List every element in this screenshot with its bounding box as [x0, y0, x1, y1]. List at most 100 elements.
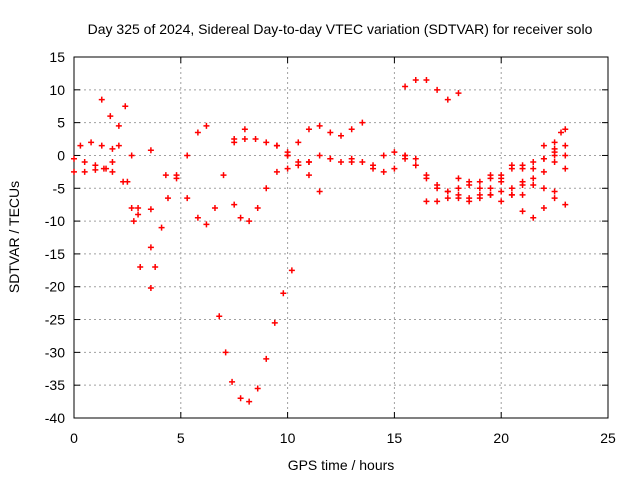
data-point	[498, 178, 505, 185]
data-point	[359, 119, 366, 126]
series-arc-g	[152, 122, 210, 271]
data-point	[130, 218, 137, 225]
data-point	[254, 204, 261, 211]
data-point	[109, 145, 116, 152]
y-tick-label: -25	[45, 312, 65, 328]
data-point	[220, 172, 227, 179]
data-point	[530, 165, 537, 172]
data-point	[466, 198, 473, 205]
y-tick-label: -10	[45, 213, 65, 229]
y-tick-label: 10	[49, 82, 65, 98]
series-arc-a	[71, 155, 116, 175]
data-point	[109, 168, 116, 175]
data-point	[327, 155, 334, 162]
data-point	[229, 378, 236, 385]
data-point	[444, 96, 451, 103]
axis-tick-labels: 0 5 10 15 20 25 -40 -35 -30 -25 -20 -15 -10 -5 0 5 10 15	[45, 49, 616, 446]
data-point	[77, 142, 84, 149]
data-point	[519, 178, 526, 185]
data-point	[519, 191, 526, 198]
series-arc-r	[455, 142, 569, 205]
chart-title: Day 325 of 2024, Sidereal Day-to-day VTE…	[88, 21, 593, 37]
series-arc-d	[98, 96, 144, 271]
data-point	[246, 218, 253, 225]
series-arc-h	[162, 126, 248, 228]
data-point	[288, 267, 295, 274]
data-point	[402, 152, 409, 159]
data-point	[71, 155, 77, 162]
data-point	[107, 113, 114, 120]
data-point	[508, 162, 515, 169]
data-point	[237, 214, 244, 221]
data-point	[551, 195, 558, 202]
data-point	[273, 168, 280, 175]
data-point	[162, 172, 169, 179]
data-point	[222, 349, 229, 356]
data-point	[487, 185, 494, 192]
data-point	[164, 195, 171, 202]
data-point	[476, 191, 483, 198]
data-point	[241, 136, 248, 143]
data-point	[316, 188, 323, 195]
data-point	[305, 172, 312, 179]
data-point	[434, 181, 441, 188]
data-point	[551, 149, 558, 156]
data-point	[519, 165, 526, 172]
series-arc-l	[284, 119, 366, 159]
data-point	[98, 142, 105, 149]
data-point	[284, 165, 291, 172]
x-tick-label: 25	[600, 430, 616, 446]
plot-frame	[73, 56, 609, 419]
data-point	[519, 208, 526, 215]
data-point	[152, 264, 159, 271]
data-point	[273, 142, 280, 149]
data-point	[81, 159, 88, 166]
data-point	[455, 185, 462, 192]
series-arc-t	[508, 162, 569, 208]
data-point	[115, 122, 122, 129]
data-point	[173, 172, 180, 179]
series-arc-b	[71, 165, 107, 175]
data-point	[530, 214, 537, 221]
data-point	[71, 168, 77, 175]
series-arc-q	[423, 175, 505, 205]
data-point	[263, 139, 270, 146]
data-point	[246, 398, 253, 405]
data-point	[295, 162, 302, 169]
data-point	[147, 206, 154, 213]
data-point	[115, 142, 122, 149]
data-point	[271, 319, 278, 326]
data-point	[530, 181, 537, 188]
data-point	[423, 76, 430, 83]
data-point	[530, 175, 537, 182]
data-point	[109, 159, 116, 166]
data-point	[530, 159, 537, 166]
data-point	[434, 86, 441, 93]
series-arc-o	[402, 152, 526, 202]
data-point	[284, 152, 291, 159]
x-tick-label: 15	[387, 430, 403, 446]
x-tick-label: 10	[280, 430, 296, 446]
y-tick-label: -20	[45, 279, 65, 295]
y-tick-label: -15	[45, 246, 65, 262]
data-point	[412, 162, 419, 169]
data-point	[359, 159, 366, 166]
data-point	[444, 195, 451, 202]
data-point	[147, 244, 154, 251]
series-arc-k	[231, 159, 312, 225]
data-point	[338, 132, 344, 139]
data-point	[237, 395, 244, 402]
data-point	[423, 172, 430, 179]
data-point	[231, 136, 238, 143]
data-point	[122, 103, 129, 110]
data-point	[203, 221, 210, 228]
data-point	[540, 185, 547, 192]
data-point	[476, 178, 483, 185]
data-point	[498, 188, 505, 195]
x-tick-label: 0	[70, 430, 78, 446]
data-point	[434, 198, 441, 205]
data-point	[316, 122, 323, 129]
y-tick-label: -40	[45, 410, 65, 426]
data-point	[508, 185, 515, 192]
data-point	[280, 290, 287, 297]
